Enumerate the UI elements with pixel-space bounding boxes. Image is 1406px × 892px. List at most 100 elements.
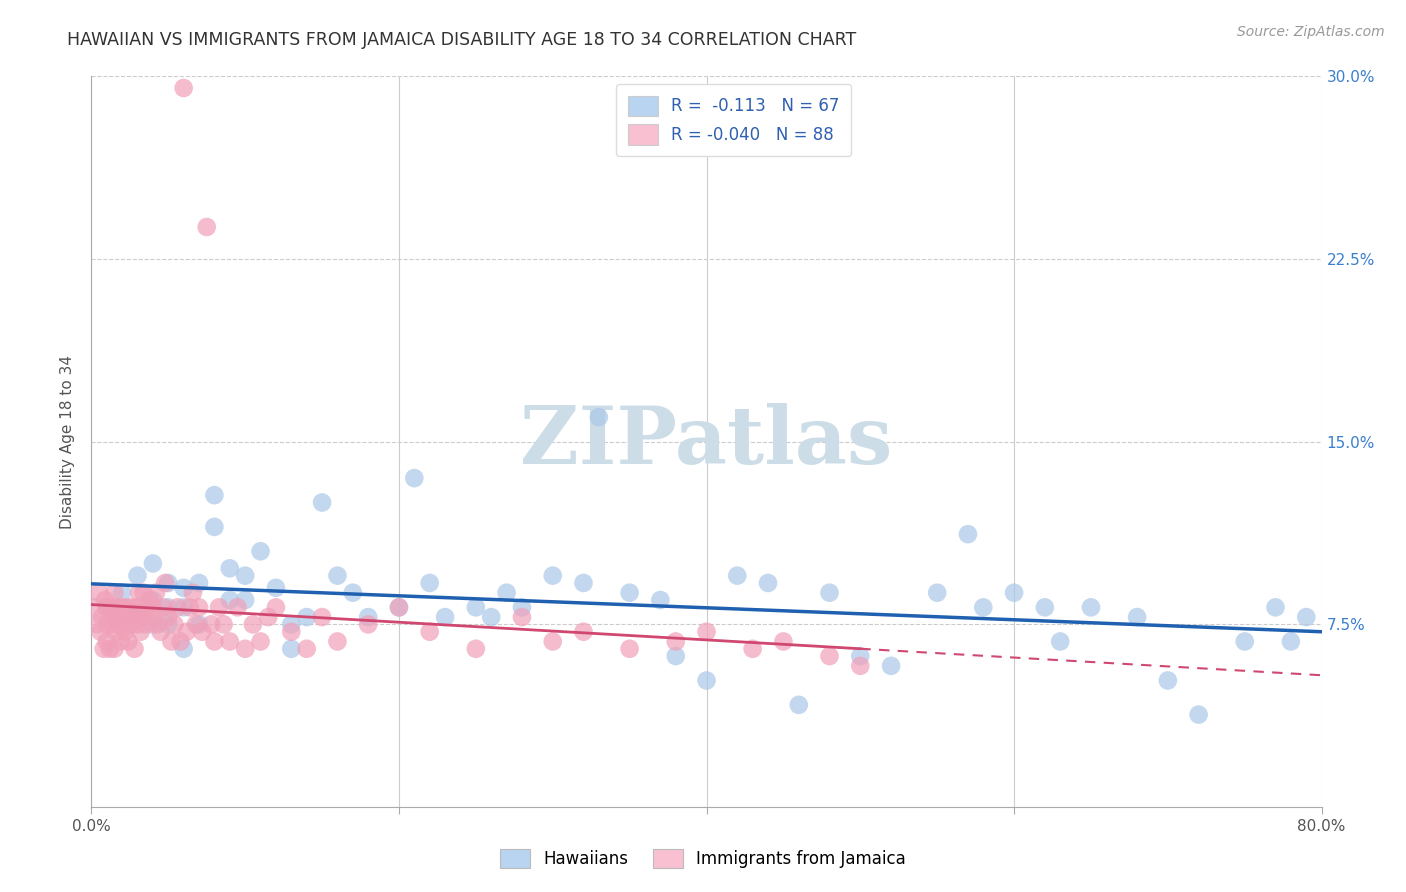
Point	[619, 641, 641, 656]
Point	[434, 610, 457, 624]
Point	[96, 617, 118, 632]
Point	[541, 568, 564, 582]
Point	[135, 600, 157, 615]
Point	[96, 600, 118, 615]
Y-axis label: Disability Age 18 to 34: Disability Age 18 to 34	[60, 354, 76, 529]
Point	[87, 585, 110, 599]
Point	[264, 581, 287, 595]
Point	[173, 641, 195, 656]
Point	[326, 634, 349, 648]
Point	[1049, 634, 1071, 648]
Point	[157, 576, 180, 591]
Text: Source: ZipAtlas.com: Source: ZipAtlas.com	[1237, 25, 1385, 39]
Point	[86, 617, 108, 632]
Point	[153, 576, 177, 591]
Point	[83, 600, 105, 615]
Point	[208, 600, 231, 615]
Point	[1080, 600, 1102, 615]
Point	[202, 488, 225, 502]
Point	[342, 585, 364, 599]
Point	[110, 634, 132, 648]
Point	[139, 593, 162, 607]
Point	[541, 634, 564, 648]
Point	[191, 624, 214, 639]
Point	[495, 585, 517, 599]
Point	[419, 576, 441, 591]
Point	[169, 634, 191, 648]
Point	[173, 581, 195, 595]
Point	[404, 471, 426, 485]
Point	[127, 617, 149, 632]
Point	[132, 585, 155, 599]
Point	[311, 610, 333, 624]
Point	[588, 410, 610, 425]
Point	[1033, 600, 1056, 615]
Point	[118, 617, 141, 632]
Point	[115, 600, 138, 615]
Point	[93, 641, 115, 656]
Point	[257, 610, 280, 624]
Point	[242, 617, 264, 632]
Point	[295, 641, 318, 656]
Point	[972, 600, 994, 615]
Point	[479, 610, 502, 624]
Point	[233, 641, 256, 656]
Point	[756, 576, 779, 591]
Point	[249, 634, 271, 648]
Point	[1187, 707, 1209, 722]
Point	[233, 593, 256, 607]
Point	[572, 624, 595, 639]
Point	[741, 641, 763, 656]
Point	[128, 585, 150, 599]
Point	[1157, 673, 1180, 688]
Point	[157, 610, 180, 624]
Point	[149, 624, 172, 639]
Point	[127, 605, 149, 619]
Point	[195, 219, 218, 234]
Point	[956, 527, 979, 541]
Point	[131, 610, 153, 624]
Point	[280, 617, 302, 632]
Point	[142, 600, 165, 615]
Point	[166, 600, 188, 615]
Point	[114, 624, 136, 639]
Point	[772, 634, 794, 648]
Point	[142, 593, 165, 607]
Point	[98, 610, 121, 624]
Point	[173, 81, 195, 95]
Point	[264, 600, 287, 615]
Point	[218, 634, 240, 648]
Point	[188, 576, 211, 591]
Point	[572, 576, 595, 591]
Point	[619, 585, 641, 599]
Point	[295, 610, 318, 624]
Point	[650, 593, 672, 607]
Point	[184, 617, 207, 632]
Point	[218, 593, 240, 607]
Point	[127, 600, 149, 615]
Point	[1279, 634, 1302, 648]
Point	[108, 617, 131, 632]
Point	[1264, 600, 1286, 615]
Point	[105, 624, 127, 639]
Point	[787, 698, 810, 712]
Point	[233, 568, 256, 582]
Point	[96, 634, 118, 648]
Point	[134, 617, 156, 632]
Legend: R =  -0.113   N = 67, R = -0.040   N = 88: R = -0.113 N = 67, R = -0.040 N = 88	[616, 84, 852, 156]
Point	[510, 600, 533, 615]
Point	[103, 641, 125, 656]
Point	[152, 600, 174, 615]
Point	[111, 610, 134, 624]
Point	[94, 593, 117, 607]
Point	[464, 641, 486, 656]
Point	[464, 600, 486, 615]
Point	[200, 617, 222, 632]
Text: HAWAIIAN VS IMMIGRANTS FROM JAMAICA DISABILITY AGE 18 TO 34 CORRELATION CHART: HAWAIIAN VS IMMIGRANTS FROM JAMAICA DISA…	[67, 31, 856, 49]
Point	[173, 600, 195, 615]
Point	[188, 617, 211, 632]
Point	[818, 585, 841, 599]
Point	[280, 624, 302, 639]
Point	[145, 585, 167, 599]
Point	[117, 634, 139, 648]
